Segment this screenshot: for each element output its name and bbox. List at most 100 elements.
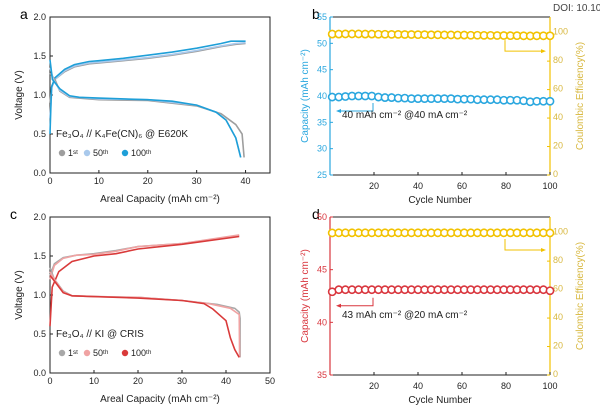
y-tick-label: 1.0 (33, 90, 46, 100)
y2-axis-label: Coulombic Efficiency(%) (575, 242, 586, 350)
y2-tick-label: 80 (553, 255, 563, 265)
series-line-50th-charge (49, 41, 246, 119)
x-tick-label: 20 (133, 376, 143, 386)
ce-point (545, 228, 555, 238)
arrowhead-icon (541, 49, 546, 54)
ce-axis-arrow (504, 238, 543, 251)
x-tick-label: 60 (457, 381, 467, 391)
y-tick-label: 55 (317, 12, 327, 22)
x-tick-label: 20 (369, 381, 379, 391)
x-tick-label: 30 (177, 376, 187, 386)
y2-tick-label: 80 (553, 55, 563, 65)
arrowhead-icon (336, 109, 341, 114)
series-line-1st-charge (49, 42, 246, 103)
x-tick-label: 0 (47, 376, 52, 386)
legend-label: 100ᵗʰ (131, 348, 152, 358)
y2-tick-label: 40 (553, 312, 563, 322)
legend-marker (83, 349, 91, 357)
y2-tick-label: 0 (553, 369, 558, 379)
y-axis-label: Capacity (mAh cm⁻²) (300, 249, 311, 343)
arrowhead-icon (336, 303, 341, 308)
legend-marker (121, 349, 129, 357)
y2-tick-label: 20 (553, 341, 563, 351)
condition-annotation: 43 mAh cm⁻² @20 mA cm⁻² (342, 310, 468, 321)
y-tick-label: 2.0 (33, 12, 46, 22)
y-axis-label: Voltage (V) (14, 270, 25, 319)
x-tick-label: 20 (369, 181, 379, 191)
legend-title: Fe₃O₄ // KI @ CRIS (56, 329, 144, 340)
x-tick-label: 30 (192, 176, 202, 186)
y2-axis-label: Coulombic Efficiency(%) (575, 42, 586, 150)
y-tick-label: 2.0 (33, 212, 46, 222)
legend-label: 50ᵗʰ (93, 348, 109, 358)
legend-label: 1ˢᵗ (68, 148, 78, 158)
series-line-1st-discharge (49, 72, 245, 158)
y2-tick-label: 60 (553, 284, 563, 294)
legend-marker (58, 149, 66, 157)
y2-tick-label: 0 (553, 169, 558, 179)
y-tick-label: 1.0 (33, 290, 46, 300)
x-tick-label: 40 (413, 381, 423, 391)
series-line-50th-discharge (49, 271, 241, 358)
series-line-100th-discharge (49, 59, 242, 158)
y2-tick-label: 100 (553, 27, 568, 37)
y-tick-label: 0.5 (33, 329, 46, 339)
ce-axis-arrow (504, 40, 543, 52)
x-tick-label: 80 (501, 381, 511, 391)
capacity-point (545, 286, 555, 296)
legend-label: 100ᵗʰ (131, 148, 152, 158)
y2-tick-label: 60 (553, 84, 563, 94)
x-tick-label: 60 (457, 181, 467, 191)
y-tick-label: 0.0 (33, 168, 46, 178)
x-tick-label: 20 (143, 176, 153, 186)
series-line-100th-charge (49, 235, 240, 327)
panel-label-b: b (312, 6, 320, 22)
y-axis-label: Capacity (mAh cm⁻²) (300, 49, 311, 143)
legend-marker (83, 149, 91, 157)
series-line-1st-discharge (49, 267, 241, 358)
y-tick-label: 35 (317, 370, 327, 380)
x-tick-label: 80 (501, 181, 511, 191)
x-axis-label: Cycle Number (408, 395, 472, 406)
y-tick-label: 1.5 (33, 51, 46, 61)
x-tick-label: 50 (265, 376, 275, 386)
doi-watermark: DOI: 10.10 (553, 3, 600, 14)
y-tick-label: 40 (317, 91, 327, 101)
y-tick-label: 0.0 (33, 368, 46, 378)
y-tick-label: 0.5 (33, 129, 46, 139)
condition-annotation: 40 mAh cm⁻² @40 mA cm⁻² (342, 110, 468, 121)
panel-label-a: a (20, 6, 28, 22)
x-axis-label: Areal Capacity (mAh cm⁻²) (100, 394, 220, 405)
y-tick-label: 45 (317, 65, 327, 75)
x-tick-label: 100 (542, 381, 557, 391)
arrowhead-icon (541, 247, 546, 252)
y-tick-label: 45 (317, 265, 327, 275)
y-tick-label: 25 (317, 170, 327, 180)
series-line-100th-discharge (49, 275, 240, 358)
x-tick-label: 0 (47, 176, 52, 186)
capacity-axis-arrow (338, 297, 374, 307)
x-tick-label: 10 (94, 176, 104, 186)
x-tick-label: 40 (241, 176, 251, 186)
x-tick-label: 40 (413, 181, 423, 191)
y-tick-label: 50 (317, 212, 327, 222)
series-line-50th-charge (49, 234, 240, 280)
series-line-50th-discharge (49, 67, 242, 158)
y-tick-label: 35 (317, 117, 327, 127)
y2-tick-label: 40 (553, 112, 563, 122)
x-tick-label: 10 (89, 376, 99, 386)
x-axis-label: Cycle Number (408, 195, 472, 206)
y2-tick-label: 20 (553, 141, 563, 151)
x-tick-label: 100 (542, 181, 557, 191)
legend-title: Fe₃O₄ // K₄Fe(CN)₆ @ E620K (56, 129, 188, 140)
x-tick-label: 40 (221, 376, 231, 386)
legend-label: 50ᵗʰ (93, 148, 109, 158)
panel-label-c: c (10, 206, 17, 222)
legend-label: 1ˢᵗ (68, 348, 78, 358)
y-axis-label: Voltage (V) (14, 70, 25, 119)
ce-point (545, 31, 555, 41)
y2-tick-label: 100 (553, 227, 568, 237)
y-tick-label: 40 (317, 317, 327, 327)
x-axis-label: Areal Capacity (mAh cm⁻²) (100, 194, 220, 205)
